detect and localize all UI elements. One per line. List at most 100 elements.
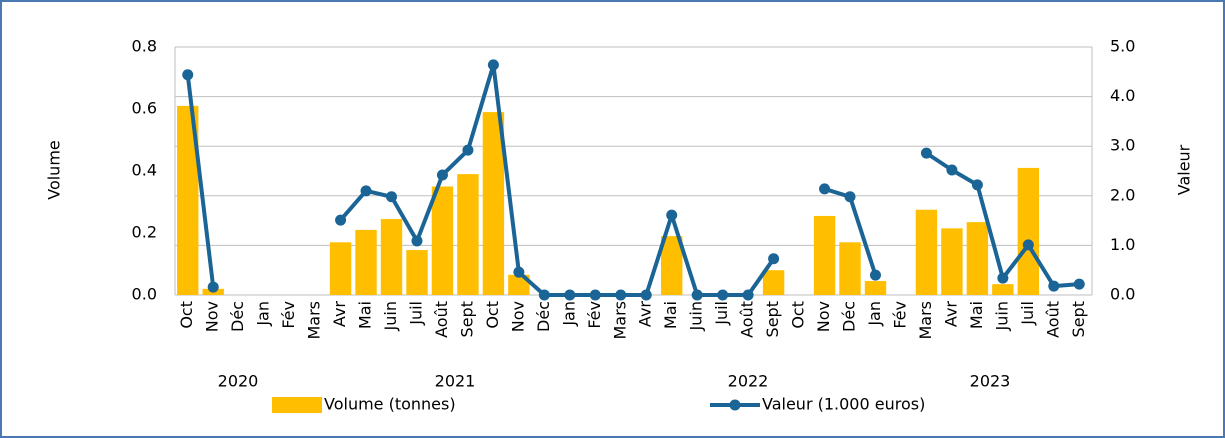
y-tick-label: 0.2	[132, 223, 157, 242]
year-label: 2021	[435, 372, 476, 391]
bar	[813, 215, 836, 295]
bar	[508, 274, 530, 295]
bar	[457, 174, 479, 295]
x-tick-label: Mars	[305, 301, 324, 340]
x-tick-label: Nov	[203, 301, 222, 332]
x-tick-label: Juin	[687, 301, 706, 331]
bar	[762, 270, 785, 295]
line-marker	[844, 191, 856, 203]
bar	[406, 250, 428, 295]
x-tick-label: Avr	[636, 301, 655, 327]
line-marker	[335, 214, 347, 226]
line-marker	[742, 289, 754, 301]
y-tick-label: 0.0	[132, 285, 157, 304]
x-tick-label: Juil	[1018, 301, 1037, 326]
x-tick-label: Fév	[585, 301, 604, 329]
x-tick-label: Oct	[483, 301, 502, 329]
x-tick-label: Juin	[992, 301, 1011, 331]
year-label: 2022	[728, 372, 769, 391]
line-marker	[1048, 280, 1060, 292]
line-marker	[1073, 278, 1085, 290]
x-tick-label: Sept	[1069, 301, 1088, 337]
bar	[380, 219, 403, 295]
line-marker	[768, 253, 780, 265]
bar	[992, 284, 1014, 295]
line-marker	[946, 164, 958, 176]
bar	[839, 242, 861, 295]
year-label: 2020	[218, 372, 259, 391]
bar	[915, 209, 938, 295]
bar	[864, 281, 887, 295]
y-axis-label: Volume	[45, 140, 64, 200]
line-marker	[869, 269, 881, 281]
line-marker	[411, 235, 423, 247]
line-marker	[691, 289, 703, 301]
x-tick-label: Déc	[840, 301, 859, 332]
x-tick-label: Sept	[763, 301, 782, 337]
year-label: 2023	[970, 372, 1011, 391]
bar	[941, 228, 963, 295]
x-tick-label: Juil	[406, 301, 425, 326]
line-marker	[182, 69, 194, 81]
line-marker	[207, 281, 219, 293]
y-tick-label: 0.8	[132, 37, 157, 56]
line-marker	[564, 289, 576, 301]
x-tick-label: Jan	[865, 301, 884, 327]
y2-tick-label: 3.0	[1110, 136, 1135, 155]
line-marker	[819, 183, 831, 195]
x-tick-label: Août	[738, 301, 757, 338]
x-tick-label: Jan	[254, 301, 273, 327]
line-marker	[589, 289, 601, 301]
x-tick-label: Mars	[916, 301, 935, 340]
line-marker	[538, 289, 550, 301]
x-tick-label: Oct	[789, 301, 808, 329]
y2-tick-label: 2.0	[1110, 185, 1135, 204]
bar	[482, 112, 505, 295]
line-marker	[462, 144, 474, 156]
x-tick-label: Fév	[279, 301, 298, 329]
line-marker	[920, 147, 932, 159]
legend-swatch	[272, 397, 322, 413]
x-tick-label: Août	[1043, 301, 1062, 338]
x-tick-label: Déc	[534, 301, 553, 332]
x-tick-label: Sept	[457, 301, 476, 337]
line	[185, 74, 216, 288]
x-tick-label: Avr	[941, 301, 960, 327]
line-marker	[640, 289, 652, 301]
legend-label: Volume (tonnes)	[324, 395, 456, 414]
line-marker	[997, 272, 1009, 284]
legend-marker	[729, 399, 741, 411]
bar	[966, 222, 989, 295]
legend-label: Valeur (1.000 euros)	[762, 395, 925, 414]
y2-tick-label: 1.0	[1110, 235, 1135, 254]
y2-tick-label: 0.0	[1110, 285, 1135, 304]
x-tick-label: Août	[432, 301, 451, 338]
x-tick-label: Déc	[228, 301, 247, 332]
x-tick-label: Avr	[330, 301, 349, 327]
x-tick-label: Mai	[356, 301, 375, 329]
bar	[661, 236, 683, 295]
line-marker	[436, 169, 448, 181]
x-tick-label: Juil	[712, 301, 731, 326]
bar	[431, 186, 454, 295]
bar	[355, 229, 377, 295]
y2-tick-label: 5.0	[1110, 37, 1135, 56]
x-tick-label: Fév	[890, 301, 909, 329]
x-tick-label: Nov	[814, 301, 833, 332]
x-tick-label: Jan	[559, 301, 578, 327]
line-marker	[360, 185, 372, 197]
x-tick-label: Mars	[610, 301, 629, 340]
x-tick-label: Mai	[661, 301, 680, 329]
line-marker	[386, 191, 398, 203]
line-marker	[971, 179, 983, 191]
line-marker	[1022, 239, 1034, 251]
y-tick-label: 0.4	[132, 161, 157, 180]
y2-axis-label: Valeur	[1175, 144, 1194, 195]
x-tick-label: Nov	[508, 301, 527, 332]
y-tick-label: 0.6	[132, 99, 157, 118]
bar	[1017, 167, 1040, 295]
y2-tick-label: 4.0	[1110, 86, 1135, 105]
line-marker	[487, 59, 499, 71]
line-marker	[513, 266, 525, 278]
